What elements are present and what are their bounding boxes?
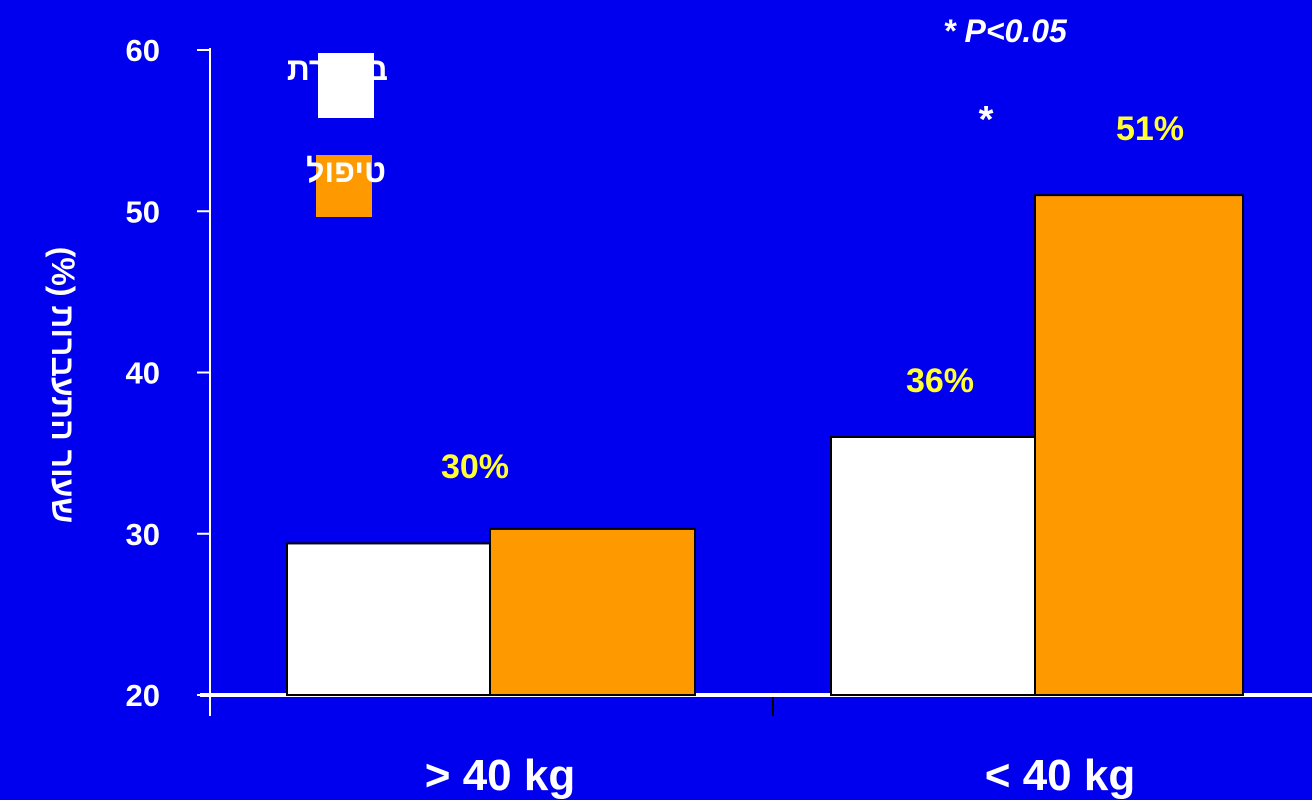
legend: ביקורת טיפול	[287, 51, 388, 217]
legend-label-treatment: טיפול	[306, 153, 386, 189]
y-tick-label: 20	[126, 678, 160, 713]
data-label-30: 30%	[441, 448, 509, 486]
data-label-36: 36%	[906, 362, 974, 400]
y-tick-label: 40	[126, 356, 160, 391]
significance-star: *	[979, 99, 994, 141]
y-tick-label: 50	[126, 194, 160, 229]
legend-swatch-control	[318, 53, 374, 118]
x-tick-label-over-40: > 40 kg	[425, 751, 575, 800]
bars	[286, 194, 1244, 696]
x-tick-label-under-40: < 40 kg	[985, 751, 1135, 800]
y-tick-label: 60	[126, 33, 160, 68]
data-label-51: 51%	[1116, 110, 1184, 148]
bar-treatment-1	[1034, 194, 1244, 696]
y-ticks: 20 30 40 50 60	[126, 33, 210, 713]
significance-note: * P<0.05	[943, 13, 1068, 49]
bar-control-1	[830, 436, 1036, 696]
legend-label-control: ביקורת	[287, 51, 388, 87]
y-axis-title: שעור התעברות (%)	[45, 247, 81, 523]
bar-treatment-0	[489, 527, 696, 696]
y-tick-label: 30	[126, 517, 160, 552]
legend-swatch-treatment	[316, 155, 372, 217]
bar-control-0	[286, 542, 491, 696]
